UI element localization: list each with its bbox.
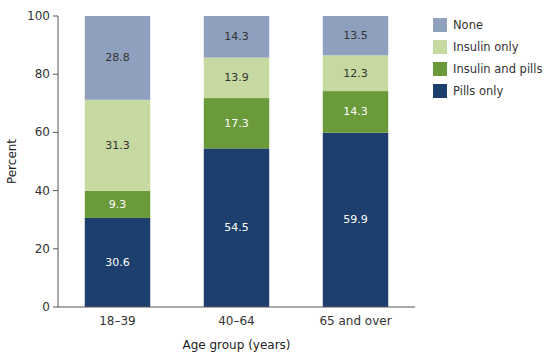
y-tick <box>53 248 58 249</box>
legend-label: Insulin and pills <box>453 62 542 76</box>
chart: 30.6 54.5 59.9 9.3 17.3 14.3 31.3 13.9 12.3 28.8 1… <box>0 0 560 359</box>
data-label: 30.6 <box>105 256 130 269</box>
y-tick-label: 80 <box>35 67 50 81</box>
x-axis-label: Age group (years) <box>182 338 290 352</box>
legend-swatch <box>433 84 447 98</box>
x-tick-label: 65 and over <box>319 314 391 328</box>
bar-segment <box>204 58 269 98</box>
bar-segment <box>204 98 269 148</box>
data-label: 31.3 <box>105 139 130 152</box>
x-tick-label: 40–64 <box>218 314 255 328</box>
bar-segment <box>323 91 388 133</box>
legend-swatch <box>433 40 447 54</box>
x-tick-label: 18–39 <box>99 314 136 328</box>
legend: None Insulin only Insulin and pills Pills o… <box>433 18 542 98</box>
y-tick-label: 60 <box>35 125 50 139</box>
bar-segment <box>323 16 388 55</box>
bar-segment <box>323 133 388 307</box>
y-tick-label: 40 <box>35 184 50 198</box>
bar-segment <box>85 218 150 307</box>
legend-swatch <box>433 62 447 76</box>
legend-label: Pills only <box>453 84 503 98</box>
data-label: 17.3 <box>224 117 249 130</box>
data-label: 9.3 <box>109 198 127 211</box>
data-label: 14.3 <box>343 105 368 118</box>
y-axis-label: Percent <box>5 139 19 184</box>
y-tick <box>53 132 58 133</box>
data-label: 12.3 <box>343 67 368 80</box>
data-label: 54.5 <box>224 221 249 234</box>
y-tick <box>53 74 58 75</box>
x-axis-line <box>58 307 415 308</box>
bar-segment <box>323 55 388 91</box>
legend-swatch <box>433 18 447 32</box>
bar-segment <box>204 16 269 58</box>
legend-label: None <box>453 18 483 32</box>
axes: 0 20 40 60 80 100 18–39 40–64 65 and over <box>27 9 415 328</box>
bar-segment <box>85 191 150 218</box>
data-label: 13.5 <box>343 29 368 42</box>
y-tick <box>53 16 58 17</box>
y-tick-label: 0 <box>42 300 50 314</box>
data-label: 13.9 <box>224 71 249 84</box>
bars <box>85 16 388 307</box>
data-label: 28.8 <box>105 51 130 64</box>
data-labels: 30.6 54.5 59.9 9.3 17.3 14.3 31.3 13.9 12.3 28.8 1… <box>105 29 368 269</box>
y-tick-label: 100 <box>27 9 50 23</box>
data-label: 14.3 <box>224 30 249 43</box>
bar-segment <box>85 100 150 191</box>
legend-label: Insulin only <box>453 40 519 54</box>
y-tick <box>53 307 58 308</box>
bar-segment <box>85 16 150 100</box>
bar-segment <box>204 148 269 307</box>
y-tick-label: 20 <box>35 242 50 256</box>
data-label: 59.9 <box>343 213 368 226</box>
y-tick <box>53 190 58 191</box>
y-axis-line <box>58 16 59 307</box>
